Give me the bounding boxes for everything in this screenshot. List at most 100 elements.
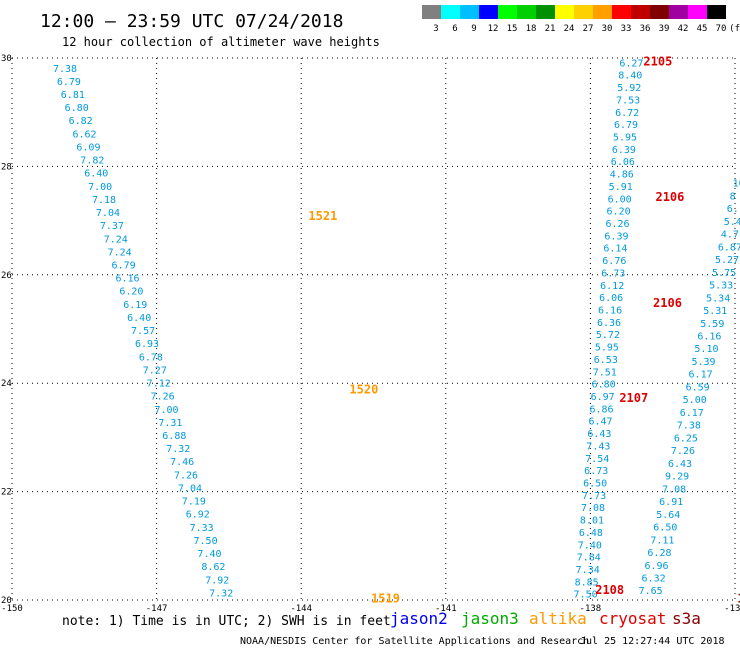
cryosat-swh-label: 6.16 bbox=[697, 332, 721, 343]
cryosat-swh-label: 5.33 bbox=[709, 281, 733, 292]
scale-swatch bbox=[422, 5, 441, 19]
scale-swatch bbox=[707, 5, 726, 19]
scale-swatch bbox=[688, 5, 707, 19]
jason3-swh-label: 7.43 bbox=[586, 441, 610, 452]
cryosat-swh-label: 6.32 bbox=[642, 574, 666, 585]
scale-swatch bbox=[593, 5, 612, 19]
y-tick-label: 28 bbox=[1, 162, 12, 172]
cryosat-swh-label: 4.7 bbox=[721, 230, 739, 241]
altika-swh-label: 6.92 bbox=[186, 510, 210, 521]
cryosat-swh-label: 8 bbox=[730, 191, 736, 202]
jason3-swh-label: 6.00 bbox=[608, 194, 632, 205]
cryosat-swh-label: 5.59 bbox=[700, 319, 724, 330]
scale-label: (ft) bbox=[729, 24, 740, 34]
plot-area: -150 -147 -144 -141 -138 -135 20 22 24 26 28 30 7.38… bbox=[1, 54, 740, 614]
jason3-swh-label: 7.34 bbox=[576, 565, 600, 576]
jason3-swh-label: 6.06 bbox=[599, 293, 623, 304]
cryosat-swh-label: 5.34 bbox=[706, 293, 730, 304]
cryosat-swh-label: 5.00 bbox=[683, 395, 707, 406]
jason3-swh-label: 7.08 bbox=[581, 503, 605, 514]
cryosat-swh-label: 5.4 bbox=[724, 217, 740, 228]
scale-label: 70 bbox=[716, 24, 727, 34]
altika-swh-label: 8.62 bbox=[201, 562, 225, 573]
jason3-swh-label: 6.47 bbox=[588, 417, 612, 428]
altika-swh-label: 6.80 bbox=[65, 103, 89, 114]
pass-number-label: 2107 bbox=[619, 391, 648, 405]
legend-jason2: jason2 bbox=[390, 609, 448, 628]
scale-label: 30 bbox=[602, 24, 613, 34]
scale-swatch bbox=[517, 5, 536, 19]
scale-label: 27 bbox=[583, 24, 594, 34]
jason3-swh-label: 6.16 bbox=[598, 305, 622, 316]
bottom-legend: note: 1) Time is in UTC; 2) SWH is in fe… bbox=[62, 609, 701, 629]
jason3-swh-label: 6.79 bbox=[614, 120, 638, 131]
jason3-swh-label: 6.76 bbox=[602, 256, 626, 267]
x-tick-label: -144 bbox=[290, 604, 312, 614]
cryosat-swh-label: 6.91 bbox=[659, 497, 683, 508]
jason3-swh-label: 6.12 bbox=[600, 281, 624, 292]
y-tick-label: 20 bbox=[1, 596, 12, 606]
jason3-swh-label: 7.51 bbox=[593, 367, 617, 378]
x-tick-label: -141 bbox=[435, 604, 457, 614]
altika-swh-label: 7.38 bbox=[53, 64, 77, 75]
units-note: note: 1) Time is in UTC; 2) SWH is in fe… bbox=[62, 614, 391, 629]
jason3-swh-label: 6.73 bbox=[601, 268, 625, 279]
jason3-swh-label: 5.91 bbox=[609, 182, 633, 193]
cryosat-swh-label: 7.38 bbox=[677, 421, 701, 432]
jason3-swh-label: 7.53 bbox=[616, 95, 640, 106]
cryosat-swh-label: 6.59 bbox=[686, 382, 710, 393]
scale-label: 12 bbox=[488, 24, 499, 34]
jason3-swh-label: 4.86 bbox=[610, 170, 634, 181]
scale-label: 18 bbox=[526, 24, 537, 34]
scale-swatch bbox=[460, 5, 479, 19]
cryosat-swh-label: 5.64 bbox=[656, 510, 680, 521]
x-tick-label: -135 bbox=[724, 604, 740, 614]
scale-label: 36 bbox=[640, 24, 651, 34]
jason3-swh-label: 5.92 bbox=[617, 83, 641, 94]
pass-number-label: 2108 bbox=[595, 583, 624, 597]
altika-swh-label: 6.40 bbox=[127, 313, 151, 324]
altika-swh-label: 7.57 bbox=[131, 326, 155, 337]
jason3-swh-label: 6.39 bbox=[612, 145, 636, 156]
altika-swh-label: 7.26 bbox=[151, 392, 175, 403]
jason3-swh-label: 6.36 bbox=[597, 318, 621, 329]
altika-swh-label: 7.04 bbox=[96, 208, 120, 219]
cryosat-swh-label: 5.75 bbox=[712, 268, 736, 279]
altika-swh-label: 6.40 bbox=[84, 169, 108, 180]
scale-label: 3 bbox=[433, 24, 438, 34]
jason3-swh-label: 6.43 bbox=[587, 429, 611, 440]
cryosat-swh-label: 5.31 bbox=[703, 306, 727, 317]
footer-timestamp: Jul 25 12:27:44 UTC 2018 bbox=[580, 636, 725, 647]
legend-jason3: jason3 bbox=[461, 609, 519, 628]
cryosat-swh-label: 7.11 bbox=[650, 535, 674, 546]
cryosat-swh-label: 7.08 bbox=[662, 484, 686, 495]
cryosat-swh-label: 6.50 bbox=[653, 523, 677, 534]
scale-swatch bbox=[479, 5, 498, 19]
altika-swh-label: 6.78 bbox=[139, 352, 163, 363]
cryosat-swh-label: 6.25 bbox=[674, 433, 698, 444]
scale-swatch bbox=[574, 5, 593, 19]
jason3-swh-label: 6.14 bbox=[603, 244, 627, 255]
altika-swh-label: 6.93 bbox=[135, 339, 159, 350]
altika-swh-label: 7.32 bbox=[166, 444, 190, 455]
jason3-swh-label: 6.26 bbox=[605, 219, 629, 230]
cryosat-swh-label: 6. bbox=[727, 204, 739, 215]
cryosat-swh-label: 9.29 bbox=[665, 472, 689, 483]
jason3-swh-label: 8.40 bbox=[618, 71, 642, 82]
jason3-swh-label: 6.48 bbox=[579, 528, 603, 539]
scale-label: 21 bbox=[545, 24, 556, 34]
scale-label: 33 bbox=[621, 24, 632, 34]
jason3-swh-label: 6.86 bbox=[590, 404, 614, 415]
altika-swh-label: 7.00 bbox=[154, 405, 178, 416]
scale-swatch bbox=[650, 5, 669, 19]
pass-number-label: 1520 bbox=[349, 383, 378, 397]
jason3-swh-label: 6.50 bbox=[583, 478, 607, 489]
x-tick-label: -138 bbox=[580, 604, 602, 614]
altika-swh-label: 6.62 bbox=[72, 129, 96, 140]
altika-swh-label: 7.37 bbox=[100, 221, 124, 232]
y-tick-label: 24 bbox=[1, 379, 12, 389]
scale-swatch bbox=[631, 5, 650, 19]
jason3-swh-label: 5.95 bbox=[613, 132, 637, 143]
